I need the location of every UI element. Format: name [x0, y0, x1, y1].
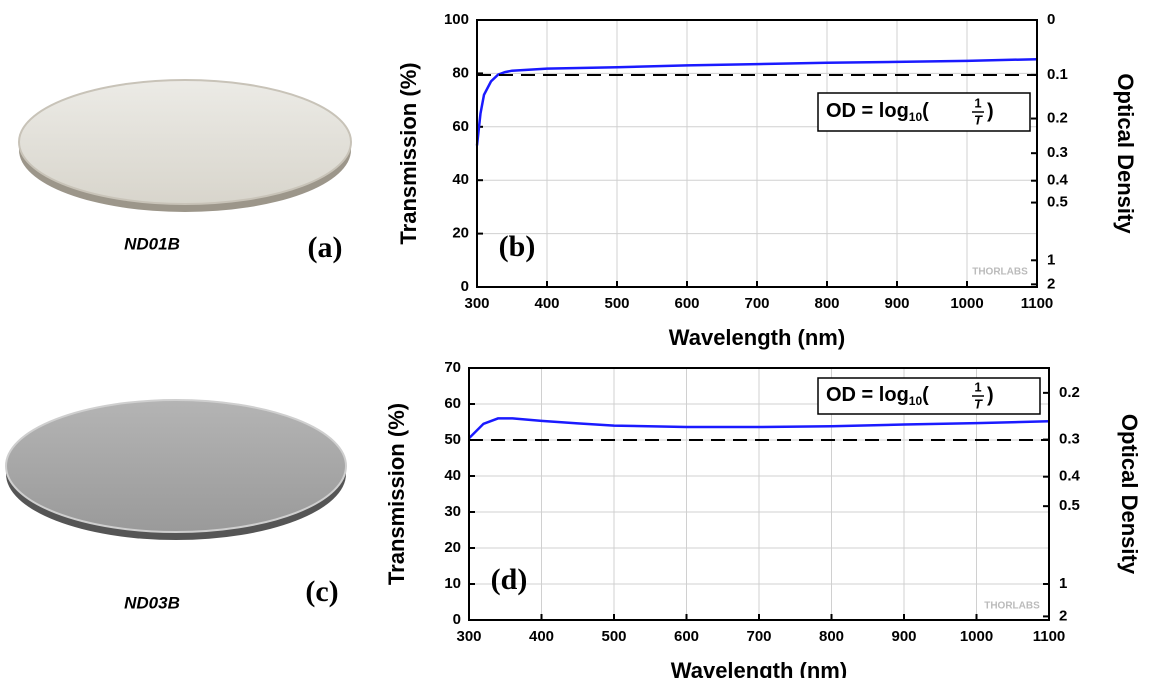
y-tick-label: 20	[452, 225, 469, 242]
y-tick-label: 70	[444, 359, 461, 376]
panel-label: (a)	[308, 231, 343, 264]
data-line	[468, 417, 1050, 440]
annotation-part: (	[922, 100, 929, 122]
x-tick-label: 400	[529, 628, 554, 645]
filter-image	[5, 399, 347, 540]
x-tick-label: 1000	[950, 295, 983, 312]
x-tick-label: 800	[814, 295, 839, 312]
y-tick-label: 60	[444, 395, 461, 412]
annotation-part: (	[922, 384, 929, 406]
y2-tick-label: 0.4	[1047, 172, 1069, 189]
x-tick-label: 900	[884, 295, 909, 312]
annotation-box	[817, 92, 1031, 132]
y-tick-label: 40	[452, 171, 469, 188]
y2-tick-label: 1	[1059, 575, 1067, 592]
x-tick-label: 700	[746, 628, 771, 645]
annotation-numerator: 1	[974, 379, 981, 394]
y2-tick-label: 0.5	[1047, 194, 1068, 211]
annotation-part: 10	[909, 110, 923, 124]
x-tick-label: 300	[456, 628, 481, 645]
y-tick-label: 40	[444, 467, 461, 484]
y-tick-label: 20	[444, 539, 461, 556]
x-axis-label: Wavelength (nm)	[671, 658, 847, 678]
y2-tick-label: 0.5	[1059, 497, 1080, 514]
annotation-denominator: T	[974, 396, 983, 411]
y-tick-label: 10	[444, 575, 461, 592]
filter-label: ND03B	[124, 593, 180, 612]
y2-tick-label: 0.3	[1059, 431, 1080, 448]
annotation-numerator: 1	[974, 95, 981, 110]
x-tick-label: 500	[604, 295, 629, 312]
y2-tick-label: 0.2	[1059, 384, 1080, 401]
x-tick-label: 700	[744, 295, 769, 312]
x-tick-label: 600	[674, 628, 699, 645]
x-tick-label: 900	[891, 628, 916, 645]
filter-label: ND01B	[124, 234, 180, 253]
annotation: OD = log10(	[826, 100, 929, 124]
panel-label: (b)	[499, 230, 536, 263]
x-tick-label: 500	[601, 628, 626, 645]
y-tick-label: 0	[453, 611, 461, 628]
y2-tick-label: 0.3	[1047, 144, 1068, 161]
annotation-box	[817, 377, 1041, 415]
x-tick-label: 300	[464, 295, 489, 312]
y2-axis-label: Optical Density	[1117, 414, 1142, 575]
x-tick-label: 800	[819, 628, 844, 645]
y2-tick-label: 0.1	[1047, 66, 1068, 83]
y2-tick-label: 2	[1059, 607, 1067, 624]
x-tick-label: 1000	[960, 628, 993, 645]
y-tick-label: 0	[461, 278, 469, 295]
annotation: OD = log10(	[826, 384, 929, 408]
y2-axis-label: Optical Density	[1113, 73, 1138, 234]
y-tick-label: 60	[452, 118, 469, 135]
filter-image	[18, 79, 352, 212]
x-tick-label: 600	[674, 295, 699, 312]
plot-frame	[468, 367, 1050, 621]
y-tick-label: 80	[452, 64, 469, 81]
watermark: THORLABS	[972, 267, 1028, 278]
data-line	[475, 57, 1038, 146]
y2-tick-label: 1	[1047, 251, 1055, 268]
annotation-part: 10	[909, 394, 923, 408]
y2-tick-label: 0.2	[1047, 110, 1068, 127]
watermark: THORLABS	[984, 601, 1040, 612]
y-tick-label: 30	[444, 503, 461, 520]
x-tick-label: 1100	[1033, 628, 1066, 645]
y-tick-label: 100	[444, 11, 469, 28]
annotation-part: OD = log	[826, 100, 909, 122]
annotation-part: OD = log	[826, 384, 909, 406]
annotation-denominator: T	[974, 112, 983, 127]
y2-tick-label: 0	[1047, 11, 1055, 28]
x-tick-label: 400	[534, 295, 559, 312]
x-axis-label: Wavelength (nm)	[669, 325, 845, 350]
y-axis-label: Transmission (%)	[384, 403, 409, 585]
annotation-part: )	[987, 100, 994, 122]
y-axis-label: Transmission (%)	[396, 62, 421, 244]
y-tick-label: 50	[444, 431, 461, 448]
x-tick-label: 1100	[1021, 295, 1054, 312]
annotation-part: )	[987, 384, 994, 406]
y2-tick-label: 0.4	[1059, 468, 1081, 485]
plot-frame	[476, 19, 1038, 288]
panel-label: (c)	[305, 575, 338, 608]
panel-label: (d)	[491, 563, 528, 596]
y2-tick-label: 2	[1047, 275, 1055, 292]
